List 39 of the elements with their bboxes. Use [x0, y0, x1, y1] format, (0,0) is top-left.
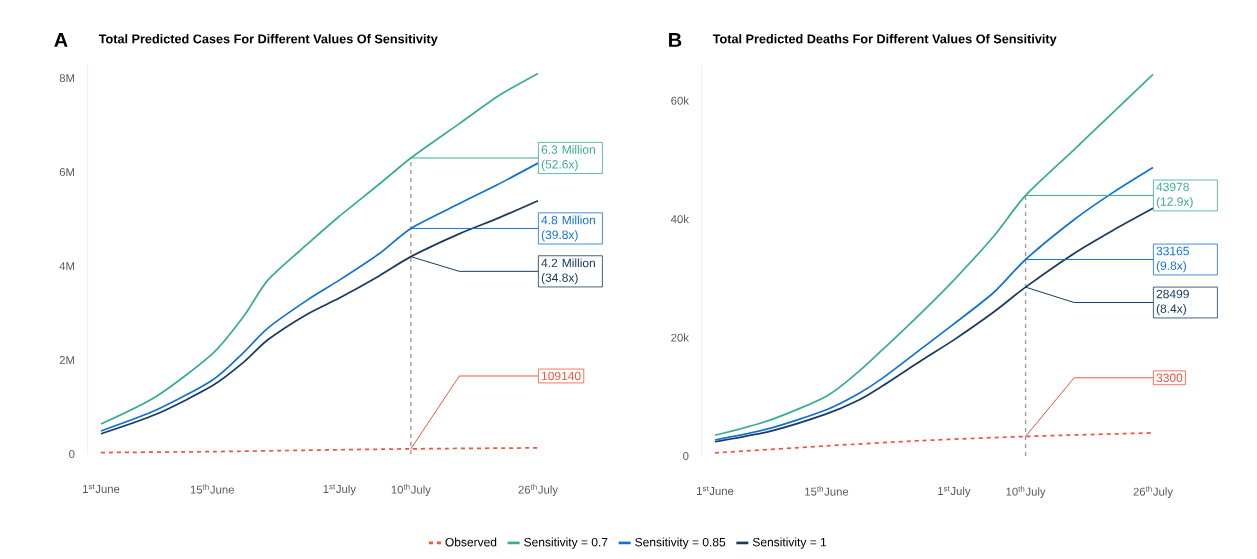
- annotation: 6.3 Million (52.6x): [541, 145, 595, 171]
- x-tick-label: 1$^{st}$July: [323, 484, 356, 496]
- annotation: 4.2 Million (34.8x): [541, 258, 595, 285]
- x-tick-label: 26$^{th}$July: [518, 484, 558, 496]
- text: B: [669, 33, 682, 47]
- text: A: [54, 33, 68, 47]
- y-tick-label: 40k: [670, 214, 689, 224]
- y-tick-label: 2M: [59, 356, 75, 364]
- annotation: 4.8 Million (39.8x): [541, 215, 595, 242]
- chart-title: Total Predicted Deaths For Different Values Of Sensitivity: [712, 34, 1057, 46]
- annotation: 43978 (12.9x): [1156, 182, 1193, 209]
- annotation: 3300: [1156, 373, 1183, 383]
- line-series: [100, 72, 539, 425]
- x-tick-label: 1$^{st}$July: [938, 486, 971, 498]
- y-tick-label: 0: [683, 451, 689, 460]
- annotation: 33165 (9.8x): [1156, 246, 1189, 273]
- line-series: [714, 73, 1154, 437]
- x-tick-label: 1$^{st}$June: [697, 486, 734, 496]
- legend-label: Sensitivity = 0.7: [524, 537, 608, 549]
- x-tick-label: 15$^{th}$June: [805, 486, 849, 496]
- x-tick-label: 1$^{st}$June: [83, 484, 120, 494]
- chart-title: Total Predicted Cases For Different Values Of Sensitivity: [98, 34, 438, 46]
- x-tick-label: 10$^{th}$July: [391, 484, 431, 496]
- legend-label: Sensitivity = 1: [752, 537, 827, 549]
- y-tick-label: 6M: [59, 168, 75, 177]
- x-tick-label: 10$^{th}$July: [1006, 486, 1046, 498]
- legend-label: Sensitivity = 0.85: [635, 537, 726, 549]
- y-tick-label: 8M: [59, 74, 75, 83]
- y-tick-label: 0: [69, 449, 75, 458]
- x-tick-label: 26$^{th}$July: [1133, 486, 1173, 498]
- legend-label: Observed: [445, 537, 497, 547]
- line-series: [714, 207, 1154, 443]
- y-tick-label: 20k: [671, 333, 689, 342]
- y-tick-label: 60k: [671, 96, 689, 105]
- annotation: 109140: [541, 371, 581, 381]
- annotation: 28499 (8.4x): [1156, 289, 1189, 316]
- y-tick-label: 4M: [59, 262, 75, 270]
- line-series: [714, 166, 1154, 441]
- x-tick-label: 15$^{th}$June: [190, 484, 234, 494]
